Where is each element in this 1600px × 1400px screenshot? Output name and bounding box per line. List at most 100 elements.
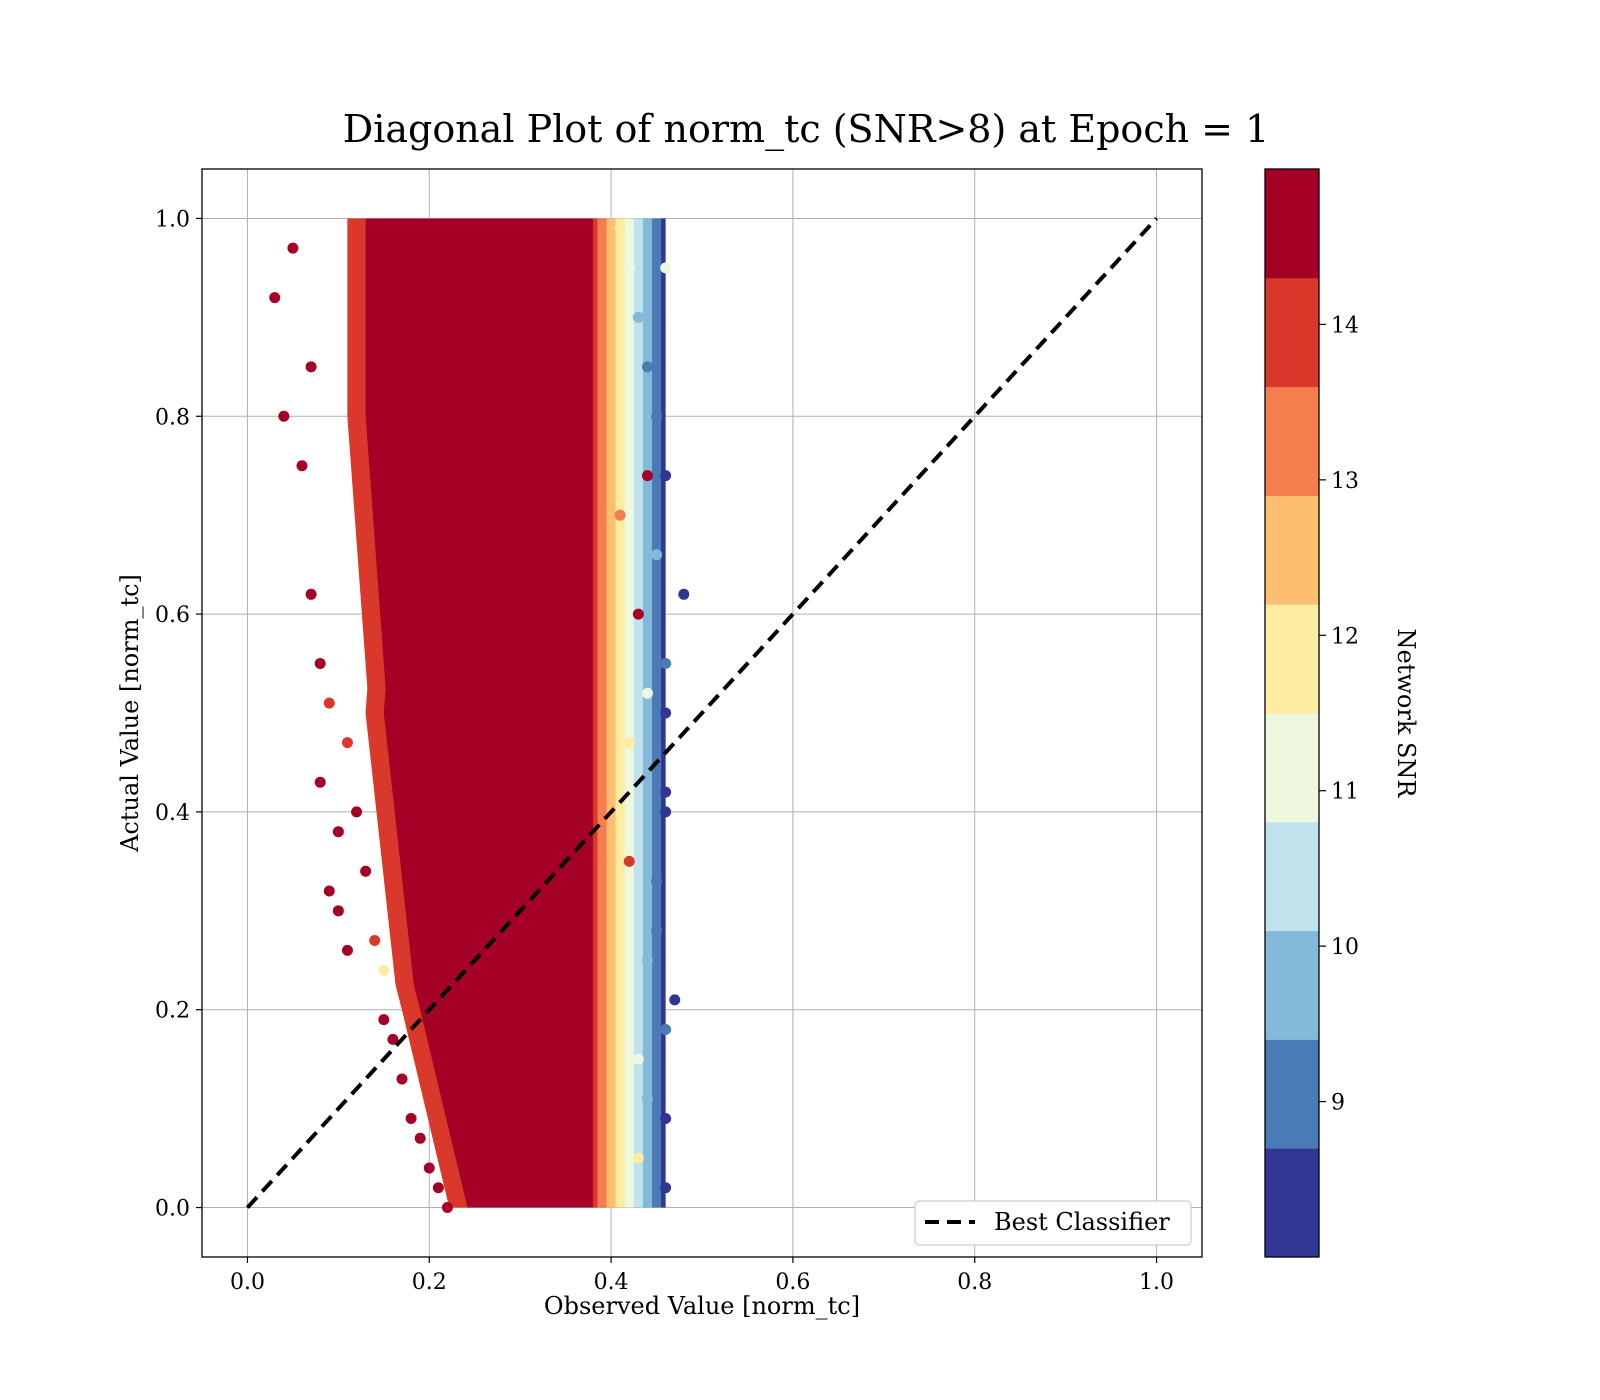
scatter-point bbox=[632, 608, 644, 620]
colorbar-segment bbox=[1265, 495, 1319, 605]
scatter-point bbox=[660, 658, 672, 670]
scatter-point bbox=[414, 1132, 426, 1144]
scatter-point bbox=[441, 1202, 453, 1214]
colorbar-tick-label: 14 bbox=[1331, 313, 1359, 338]
scatter-point bbox=[660, 786, 672, 798]
y-axis-label: Actual Value [norm_tc] bbox=[116, 574, 144, 853]
colorbar-segment bbox=[1265, 169, 1319, 279]
colorbar-segment bbox=[1265, 821, 1319, 932]
scatter-point bbox=[332, 826, 344, 838]
colorbar-ticks: 9 10 11 12 13 14 bbox=[1319, 313, 1359, 1116]
x-axis-label: Observed Value [norm_tc] bbox=[544, 1292, 860, 1320]
legend-box bbox=[914, 1200, 1192, 1246]
scatter-point bbox=[387, 1033, 399, 1045]
colorbar-segment bbox=[1265, 277, 1319, 388]
colorbar-tick-label: 9 bbox=[1331, 1091, 1345, 1116]
plot-area bbox=[245, 217, 1159, 1214]
colorbar-segment bbox=[1265, 1039, 1319, 1149]
scatter-point bbox=[278, 410, 290, 422]
scatter-point bbox=[660, 262, 672, 274]
scatter-point bbox=[341, 737, 353, 749]
scatter-point bbox=[323, 697, 335, 709]
x-tick-label: 0.2 bbox=[412, 1270, 447, 1295]
scatter-point bbox=[632, 311, 644, 323]
colorbar-segment bbox=[1265, 930, 1319, 1040]
colorbar-frame bbox=[1264, 168, 1320, 1258]
scatter-point bbox=[651, 410, 663, 422]
scatter-point bbox=[432, 1182, 444, 1194]
scatter-point bbox=[623, 262, 635, 274]
colorbar-segment bbox=[1265, 604, 1319, 714]
colorbar-tick-label: 11 bbox=[1331, 780, 1359, 805]
scatter-density-band bbox=[347, 218, 666, 1208]
legend: Best Classifier bbox=[914, 1200, 1192, 1246]
scatter-point bbox=[305, 361, 317, 373]
scatter-point bbox=[614, 222, 626, 234]
scatter-point bbox=[623, 737, 635, 749]
chart-title: Diagonal Plot of norm_tc (SNR>8) at Epoc… bbox=[343, 107, 1270, 152]
y-tick-label: 0.2 bbox=[155, 999, 190, 1024]
scatter-point bbox=[651, 549, 663, 561]
scatter-point bbox=[641, 1093, 653, 1105]
colorbar-tick-label: 12 bbox=[1331, 624, 1359, 649]
colorbar-segment bbox=[1265, 386, 1319, 496]
y-tick-label: 0.0 bbox=[155, 1197, 190, 1222]
scatter-point bbox=[660, 1024, 672, 1036]
density-core bbox=[365, 218, 593, 1208]
x-tick-label: 0.8 bbox=[957, 1270, 992, 1295]
scatter-point bbox=[669, 994, 681, 1006]
scatter-point bbox=[296, 460, 308, 472]
scatter-point bbox=[632, 1053, 644, 1065]
legend-label: Best Classifier bbox=[994, 1208, 1170, 1236]
plot-frame bbox=[201, 168, 1203, 1258]
colorbar-segment bbox=[1265, 1148, 1319, 1258]
y-tick-label: 0.6 bbox=[155, 603, 190, 628]
colorbar-tick-label: 10 bbox=[1331, 935, 1359, 960]
x-tick-label: 0.6 bbox=[775, 1270, 810, 1295]
x-axis-ticks: 0.0 0.2 0.4 0.6 0.8 1.0 bbox=[230, 1257, 1174, 1295]
scatter-point bbox=[660, 806, 672, 818]
scatter-point bbox=[641, 687, 653, 699]
scatter-point bbox=[341, 944, 353, 956]
scatter-point bbox=[314, 776, 326, 788]
best-classifier-line bbox=[245, 217, 1159, 1209]
scatter-points bbox=[269, 222, 690, 1214]
scatter-point bbox=[378, 964, 390, 976]
scatter-point bbox=[305, 588, 317, 600]
scatter-point bbox=[332, 905, 344, 917]
scatter-point bbox=[351, 806, 363, 818]
scatter-point bbox=[623, 855, 635, 867]
scatter-point bbox=[614, 509, 626, 521]
scatter-point bbox=[323, 885, 335, 897]
scatter-point bbox=[660, 1113, 672, 1125]
scatter-point bbox=[641, 470, 653, 482]
scatter-point bbox=[423, 1162, 435, 1174]
colorbar bbox=[1265, 169, 1319, 1258]
scatter-point bbox=[360, 865, 372, 877]
scatter-point bbox=[660, 1182, 672, 1194]
scatter-point bbox=[396, 1073, 408, 1085]
scatter-point bbox=[405, 1113, 417, 1125]
y-tick-label: 0.4 bbox=[155, 801, 190, 826]
scatter-point bbox=[287, 242, 299, 254]
x-tick-label: 0.0 bbox=[230, 1270, 265, 1295]
colorbar-tick-label: 13 bbox=[1331, 469, 1359, 494]
scatter-point bbox=[641, 954, 653, 966]
scatter-point bbox=[651, 875, 663, 887]
y-tick-label: 0.8 bbox=[155, 405, 190, 430]
scatter-point bbox=[269, 292, 281, 304]
x-tick-label: 1.0 bbox=[1139, 1270, 1174, 1295]
x-tick-label: 0.4 bbox=[594, 1270, 629, 1295]
scatter-point bbox=[660, 470, 672, 482]
y-axis-ticks: 0.0 0.2 0.4 0.6 0.8 1.0 bbox=[155, 207, 202, 1222]
scatter-point bbox=[678, 588, 690, 600]
scatter-point bbox=[641, 361, 653, 373]
scatter-point bbox=[378, 1014, 390, 1026]
scatter-point bbox=[651, 925, 663, 937]
scatter-point bbox=[314, 658, 326, 670]
y-tick-label: 1.0 bbox=[155, 207, 190, 232]
scatter-point bbox=[369, 934, 381, 946]
colorbar-segment bbox=[1265, 713, 1319, 823]
colorbar-label: Network SNR bbox=[1392, 629, 1420, 799]
